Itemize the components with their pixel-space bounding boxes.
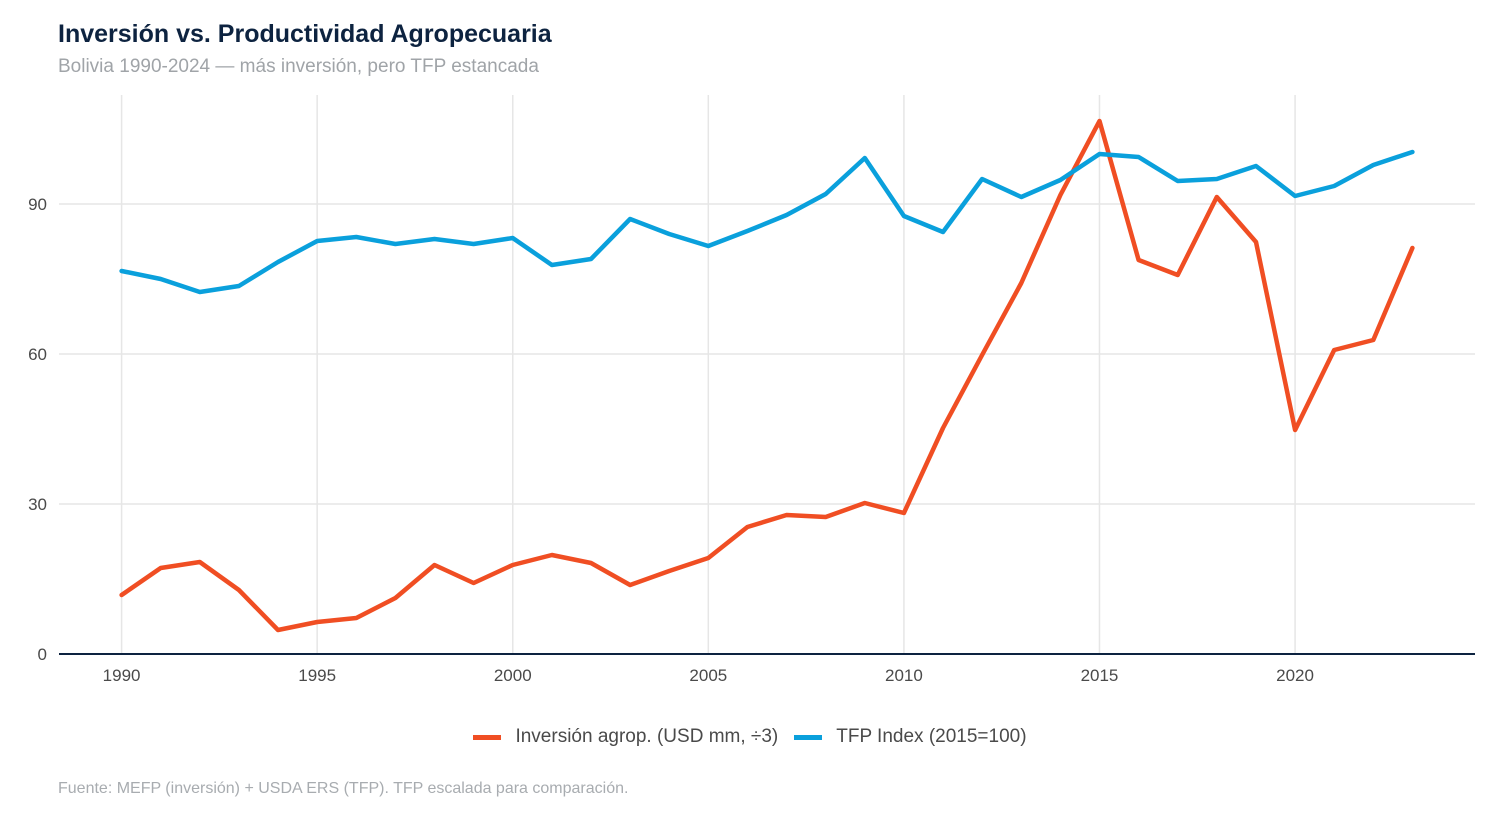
y-tick-label: 0 bbox=[38, 645, 47, 664]
x-tick-label: 1995 bbox=[298, 666, 336, 685]
x-tick-label: 2010 bbox=[885, 666, 923, 685]
x-tick-label: 1990 bbox=[103, 666, 141, 685]
legend-item-inversion: Inversión agrop. (USD mm, ÷3) bbox=[473, 726, 778, 748]
x-tick-label: 2000 bbox=[494, 666, 532, 685]
legend: Inversión agrop. (USD mm, ÷3) TFP Index … bbox=[0, 726, 1500, 748]
x-tick-label: 2015 bbox=[1081, 666, 1119, 685]
chart-caption: Fuente: MEFP (inversión) + USDA ERS (TFP… bbox=[58, 780, 629, 797]
legend-swatch-tfp bbox=[794, 734, 823, 740]
x-tick-label: 2005 bbox=[689, 666, 727, 685]
y-tick-label: 60 bbox=[28, 345, 47, 364]
legend-label-tfp: TFP Index (2015=100) bbox=[836, 726, 1027, 747]
y-tick-label: 30 bbox=[28, 495, 47, 514]
series-line-inversion bbox=[119, 118, 1415, 633]
chart-title: Inversión vs. Productividad Agropecuaria bbox=[58, 20, 552, 48]
x-tick-label: 2020 bbox=[1276, 666, 1314, 685]
chart-subtitle: Bolivia 1990-2024 — más inversión, pero … bbox=[58, 56, 539, 77]
legend-swatch-inversion bbox=[473, 734, 502, 740]
y-tick-label: 90 bbox=[28, 195, 47, 214]
series-line-tfp bbox=[119, 149, 1415, 295]
legend-item-tfp: TFP Index (2015=100) bbox=[794, 726, 1027, 748]
legend-label-inversion: Inversión agrop. (USD mm, ÷3) bbox=[515, 726, 779, 747]
